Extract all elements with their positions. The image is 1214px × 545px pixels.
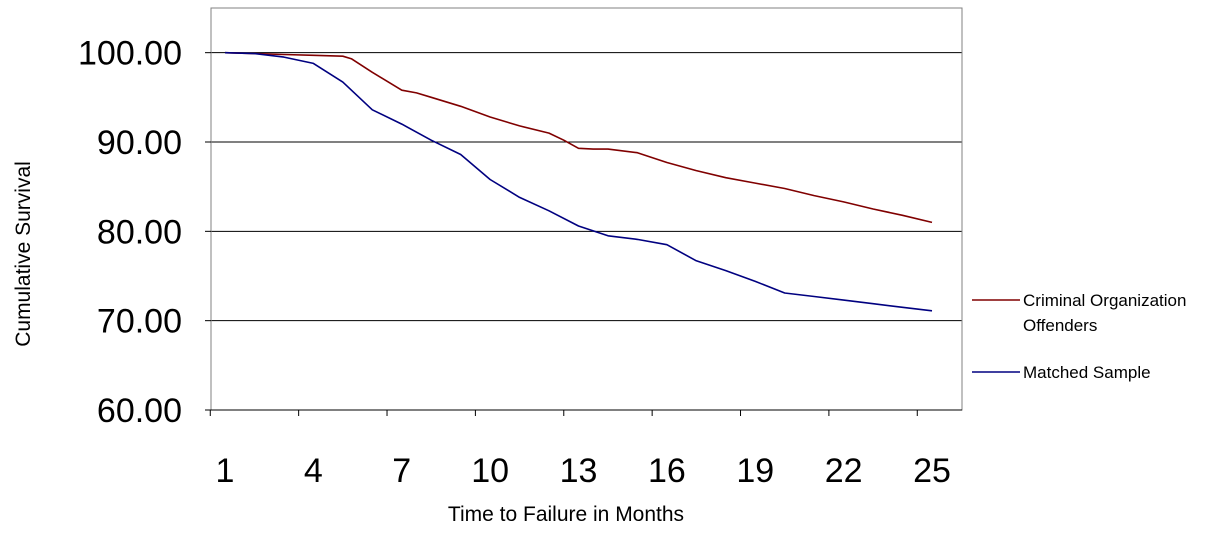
x-tick-label: 16	[648, 452, 686, 490]
plot-area-border	[210, 7, 963, 411]
legend-label: Matched Sample	[1023, 363, 1151, 382]
gridlines	[211, 52, 962, 322]
series-lines	[224, 51, 933, 312]
x-axis-label: Time to Failure in Months	[448, 503, 684, 526]
x-tick-label: 19	[736, 452, 774, 490]
y-tick-label: 80.00	[97, 213, 182, 251]
y-tick-label: 60.00	[97, 392, 182, 430]
x-tick-label: 22	[825, 452, 863, 490]
tick-labels: 60.00 70.00 80.00 90.00 100.00 1 4 7 10 13 16 19 22 2…	[78, 35, 951, 490]
series-line-2	[224, 51, 933, 312]
x-tick-label: 4	[304, 452, 323, 490]
series-line-1	[224, 51, 933, 224]
y-axis-label: Cumulative Survival	[12, 161, 35, 347]
x-tick-label: 13	[560, 452, 598, 490]
x-tick-label: 7	[392, 452, 411, 490]
x-tick-label: 25	[913, 452, 951, 490]
y-tick-label: 70.00	[97, 303, 182, 341]
legend: Criminal Organization Offenders Matched Sa…	[972, 291, 1186, 382]
y-tick-label: 100.00	[78, 35, 182, 73]
y-tick-label: 90.00	[97, 124, 182, 162]
x-tick-label: 10	[471, 452, 509, 490]
x-tick-label: 1	[216, 452, 235, 490]
axes	[205, 7, 963, 416]
legend-label: Criminal Organization Offenders	[1023, 291, 1186, 335]
